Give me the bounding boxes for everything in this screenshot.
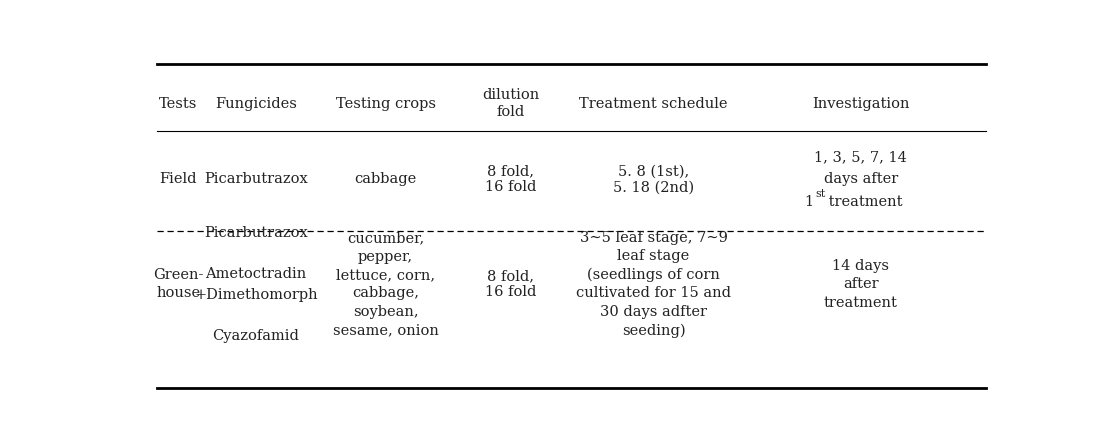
- Text: Investigation: Investigation: [812, 97, 910, 110]
- Text: Green-
house: Green- house: [153, 268, 203, 300]
- Text: 1, 3, 5, 7, 14: 1, 3, 5, 7, 14: [814, 150, 908, 164]
- Text: dilution
fold: dilution fold: [483, 88, 540, 119]
- Text: Fungicides: Fungicides: [215, 97, 297, 110]
- Text: days after: days after: [824, 172, 898, 186]
- Text: 8 fold,
16 fold: 8 fold, 16 fold: [485, 269, 536, 299]
- Text: cucumber,
pepper,
lettuce, corn,
cabbage,
soybean,
sesame, onion: cucumber, pepper, lettuce, corn, cabbage…: [332, 231, 438, 337]
- Text: 3∼5 leaf stage, 7∼9
leaf stage
(seedlings of corn
cultivated for 15 and
30 days : 3∼5 leaf stage, 7∼9 leaf stage (seedling…: [576, 231, 731, 338]
- Text: treatment: treatment: [824, 194, 902, 209]
- Text: st: st: [815, 189, 825, 199]
- Text: Picarbutrazox

Ametoctradin
+Dimethomorph

Cyazofamid: Picarbutrazox Ametoctradin +Dimethomorph…: [194, 226, 318, 343]
- Text: cabbage: cabbage: [355, 172, 417, 186]
- Text: 14 days
after
treatment: 14 days after treatment: [824, 259, 898, 310]
- Text: Picarbutrazox: Picarbutrazox: [204, 172, 308, 186]
- Text: 8 fold,
16 fold: 8 fold, 16 fold: [485, 164, 536, 194]
- Text: Tests: Tests: [159, 97, 197, 110]
- Text: Field: Field: [159, 172, 197, 186]
- Text: 5. 8 (1st),
5. 18 (2nd): 5. 8 (1st), 5. 18 (2nd): [613, 164, 695, 194]
- Text: Treatment schedule: Treatment schedule: [580, 97, 728, 110]
- Text: Testing crops: Testing crops: [336, 97, 436, 110]
- Text: 1: 1: [804, 194, 813, 209]
